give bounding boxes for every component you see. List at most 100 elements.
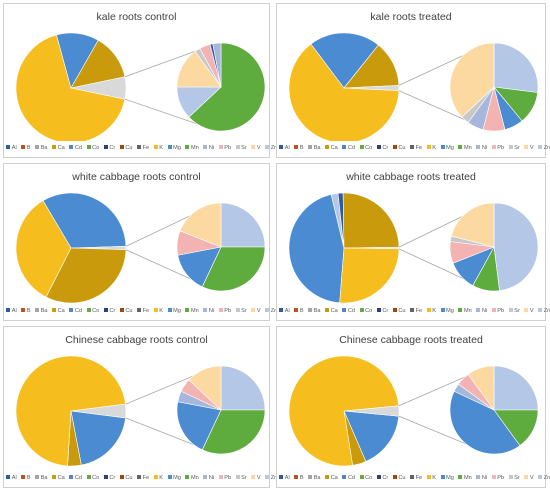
legend-swatch [440,308,445,313]
legend-item-cd: Cd [342,145,355,151]
legend-swatch [153,308,158,313]
pie-of-pie-chart [15,192,266,304]
legend-item-pb: Pb [491,308,504,314]
legend-item-ca: Ca [52,475,65,481]
legend-swatch [392,475,397,480]
legend-swatch [69,145,74,150]
legend-item-cd: Cd [69,145,82,151]
secondary-pie-slice-zn [493,42,539,93]
legend-item-ba: Ba [35,475,48,481]
main-pie-slice-k [15,200,72,298]
legend-label: Cu [398,145,406,151]
legend-item-ca: Ca [52,145,65,151]
legend-swatch [308,145,313,150]
legend-label: V [529,145,534,151]
secondary-pie-slice-mn [188,42,266,132]
legend-label: Mg [173,308,181,314]
legend-swatch [410,145,415,150]
legend-label: Ba [313,145,321,151]
chart-panel-chinese-cabbage-roots-treated: Chinese cabbage roots treated Al B Ba Ca Cd Co… [276,326,550,488]
legend-swatch [21,308,26,313]
legend-label: Mn [463,308,472,314]
legend-label: Mg [446,475,454,481]
legend-item-cr: Cr [376,475,388,481]
legend-swatch [325,145,330,150]
chart-title: Chinese cabbage roots control [65,334,208,346]
legend-label: Cd [347,308,356,314]
legend-swatch [86,308,91,313]
legend-item-al: Al [6,308,17,314]
legend-item-pb: Pb [218,308,231,314]
legend-label: Ni [481,475,488,481]
legend-item-mg: Mg [440,475,454,481]
legend-item-cr: Cr [376,145,389,151]
legend-label: Cr [382,145,389,151]
legend-label: Co [365,475,373,481]
legend-label: Ca [330,308,338,314]
legend-swatch [458,308,463,313]
legend-swatch [52,145,57,150]
legend-item-mg: Mg [167,145,181,151]
chart-title: kale roots control [96,11,177,23]
legend-item-sr: Sr [235,475,247,481]
legend-swatch [251,308,256,313]
legend-item-ca: Ca [325,145,338,151]
legend-label: Pb [497,475,505,481]
legend-label: V [529,308,534,314]
legend-swatch [86,475,91,480]
legend-swatch [359,145,364,150]
legend-item-ni: Ni [476,475,487,481]
legend-item-b: B [294,475,304,481]
legend-label: Mg [173,475,181,481]
legend-label: K [159,475,163,481]
legend-swatch [508,475,513,480]
legend-swatch [538,475,543,480]
legend-label: Mn [190,145,199,151]
legend-swatch [265,475,270,480]
legend-swatch [294,475,299,480]
legend-swatch [410,475,415,480]
legend-swatch [153,145,158,150]
legend-item-sr: Sr [235,145,247,151]
legend-item-pb: Pb [218,145,231,151]
chart-legend: Al B Ba Ca Cd Co Cr Cu Fe K Mg Mn Ni Pb Sr V Zn [4,475,277,481]
legend-item-cu: Cu [119,475,133,481]
legend-label: V [529,475,534,481]
legend-label: B [299,308,304,314]
legend-item-k: K [426,145,436,151]
legend-swatch [69,308,74,313]
chart-panel-white-cabbage-roots-treated: white cabbage roots treated Al B Ba Ca Cd Co Cr… [276,163,550,321]
legend-swatch [119,475,124,480]
legend-swatch [325,475,330,480]
chart-legend: Al B Ba Ca Cd Co Cr Cu Fe K Mg Mn Ni Pb Sr V Zn [4,308,277,314]
chart-title: kale roots treated [370,11,452,23]
legend-label: Mn [463,145,472,151]
legend-swatch [265,308,270,313]
legend-label: Al [11,145,17,151]
secondary-pie-slice-mg [449,390,521,455]
legend-swatch [52,475,57,480]
pie-of-pie-chart [288,32,539,141]
legend-swatch [86,145,91,150]
legend-label: Cu [125,145,133,151]
legend-item-ca: Ca [52,308,65,314]
legend-label: Cu [398,308,406,314]
legend-swatch [508,145,513,150]
legend-swatch [235,475,240,480]
legend-swatch [35,475,40,480]
legend-label: Mg [446,145,454,151]
legend-swatch [218,145,223,150]
legend-label: Al [11,308,17,314]
legend-item-fe: Fe [137,475,149,481]
legend-swatch [103,475,108,480]
pie-of-pie-chart [15,32,266,141]
legend-swatch [294,308,299,313]
legend-label: Sr [241,308,247,314]
legend-label: Sr [241,145,247,151]
legend-item-co: Co [359,308,372,314]
legend-item-cr: Cr [103,308,115,314]
legend-label: Cd [347,475,356,481]
legend-item-ba: Ba [308,145,321,151]
legend-label: Ni [481,145,488,151]
legend-label: Sr [514,308,520,314]
